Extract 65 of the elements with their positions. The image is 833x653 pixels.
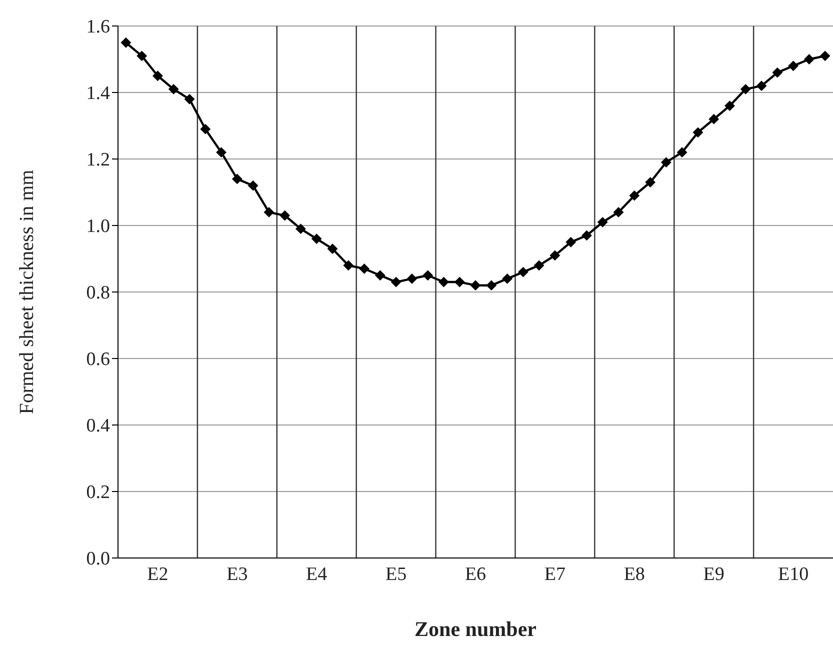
point <box>645 177 656 188</box>
point <box>692 127 703 138</box>
point <box>406 274 417 284</box>
y-tick-label: 0.4 <box>86 416 110 437</box>
point <box>343 260 354 270</box>
point <box>168 84 179 94</box>
point <box>422 270 433 280</box>
point <box>312 234 322 244</box>
y-tick-label: 1.2 <box>86 150 110 171</box>
x-tick-label: E10 <box>778 564 809 585</box>
point <box>359 264 370 274</box>
point <box>804 54 814 64</box>
point <box>614 207 624 218</box>
point <box>136 50 147 61</box>
point <box>740 84 751 94</box>
point <box>120 38 131 48</box>
y-tick-label: 0.0 <box>86 548 110 570</box>
y-tick-label: 1.0 <box>86 216 110 238</box>
point <box>296 224 306 234</box>
x-tick-label: E6 <box>464 564 486 585</box>
point <box>724 100 735 111</box>
point <box>248 180 258 191</box>
x-tick-label: E7 <box>544 564 566 585</box>
x-tick-label: E5 <box>386 564 407 585</box>
point <box>820 50 830 61</box>
point <box>328 244 338 254</box>
y-tick-label: 1.6 <box>86 16 110 38</box>
y-tick-label: 0.2 <box>86 482 110 504</box>
x-tick-label: E8 <box>624 564 645 585</box>
point <box>534 260 544 270</box>
x-tick-label: E9 <box>703 564 724 585</box>
x-tick-label: E3 <box>226 564 248 585</box>
point <box>470 280 480 290</box>
y-tick-label: 1.4 <box>86 83 110 104</box>
point <box>375 270 386 280</box>
point <box>184 94 194 104</box>
point <box>518 267 528 278</box>
point <box>677 147 688 158</box>
point <box>152 70 163 81</box>
point <box>454 277 465 288</box>
point <box>502 274 512 284</box>
point <box>391 277 402 288</box>
y-tick-label: 0.6 <box>86 349 110 370</box>
x-tick-label: E2 <box>147 564 168 585</box>
point <box>566 237 576 248</box>
point <box>264 207 274 218</box>
point <box>661 157 672 168</box>
x-tick-label: E4 <box>306 564 328 585</box>
x-axis-title: Zone number <box>414 617 536 641</box>
point <box>438 277 449 288</box>
point <box>550 250 560 260</box>
point <box>486 280 496 290</box>
point <box>232 174 242 184</box>
point <box>708 114 719 124</box>
point <box>216 147 226 158</box>
point <box>772 68 782 78</box>
point <box>598 217 608 228</box>
point <box>280 210 290 221</box>
point <box>200 124 210 134</box>
point <box>756 80 766 91</box>
y-tick-label: 0.8 <box>86 282 110 304</box>
point <box>629 190 640 201</box>
point <box>582 230 592 240</box>
y-axis-title: Formed sheet thickness in mm <box>16 169 38 414</box>
point <box>788 60 798 71</box>
